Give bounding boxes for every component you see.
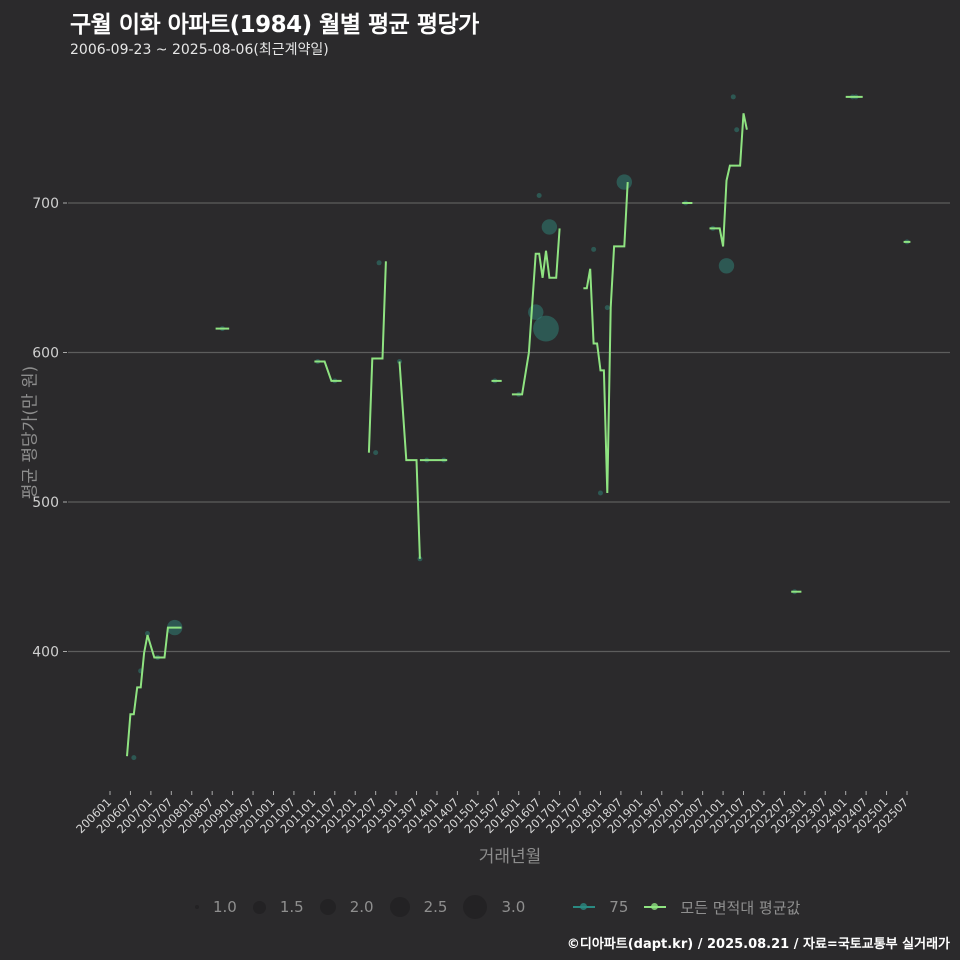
data-point <box>541 219 558 235</box>
legend-label: 2.5 <box>423 898 448 916</box>
data-point <box>718 258 735 274</box>
y-tick-label: 700 <box>32 196 59 212</box>
legend-label: 모든 면적대 평균값 <box>680 898 801 917</box>
legend-size-1: 1.0 <box>195 898 237 916</box>
data-point <box>734 127 740 133</box>
legend-size-3: 2.0 <box>319 898 374 916</box>
data-point <box>131 755 137 761</box>
avg-line-segment <box>398 361 421 559</box>
x-axis-ticks: 2006012006072007012007072008012008072009… <box>73 791 911 836</box>
legend-series-avg: 모든 면적대 평균값 <box>644 897 800 918</box>
size-dot-icon <box>195 905 199 909</box>
data-point <box>616 174 633 190</box>
gridlines <box>68 202 950 653</box>
y-tick-label: 400 <box>32 645 59 661</box>
footer-credit: ©디아파트(dapt.kr) / 2025.08.21 / 자료=국토교통부 실… <box>566 937 950 952</box>
avg-line-segment <box>126 626 182 757</box>
size-dot-icon <box>252 900 266 914</box>
legend-size-2: 1.5 <box>252 898 304 916</box>
legend-series-75: 75 <box>573 898 628 916</box>
data-point <box>597 490 603 496</box>
chart-title: 구월 이화 아파트(1984) 월별 평균 평당가 <box>70 12 479 38</box>
data-point <box>417 556 423 562</box>
avg-line-series <box>126 95 911 757</box>
data-point <box>144 631 150 637</box>
line-key-icon <box>573 903 596 910</box>
data-point <box>397 358 403 364</box>
avg-line-segment <box>583 182 629 494</box>
y-axis-ticks: 400 500 600 700 <box>32 196 67 661</box>
legend: 1.0 1.5 2.0 2.5 3.0 75 모든 면적대 평균값 <box>195 895 816 919</box>
line-key-icon <box>644 903 667 910</box>
chart-subtitle: 2006-09-23 ~ 2025-08-06(최근계약일) <box>70 42 329 58</box>
data-point <box>376 260 382 266</box>
legend-size-5: 3.0 <box>463 895 525 919</box>
data-point <box>536 193 542 199</box>
legend-label: 1.5 <box>279 898 304 916</box>
data-point <box>730 94 736 100</box>
data-point <box>604 305 610 311</box>
legend-label: 1.0 <box>213 898 237 916</box>
y-axis-label: 평균 평당가(만 원) <box>20 365 41 500</box>
legend-size-4: 2.5 <box>389 897 448 917</box>
avg-line-segment <box>709 113 748 247</box>
y-tick-label: 600 <box>32 346 59 362</box>
y-tick-label: 500 <box>32 495 59 511</box>
data-point <box>373 450 379 456</box>
scatter-points-75 <box>131 94 910 761</box>
size-dot-icon <box>319 899 336 915</box>
x-axis-label: 거래년월 <box>478 847 542 867</box>
data-point <box>533 315 559 342</box>
size-dot-icon <box>463 895 488 919</box>
data-point <box>591 246 597 252</box>
legend-label: 75 <box>609 898 629 916</box>
avg-line-segment <box>511 228 561 396</box>
avg-line-segment <box>367 261 387 453</box>
legend-label: 2.0 <box>349 898 374 916</box>
size-dot-icon <box>389 897 410 917</box>
legend-label: 3.0 <box>501 898 526 916</box>
avg-line-segment <box>314 360 342 382</box>
